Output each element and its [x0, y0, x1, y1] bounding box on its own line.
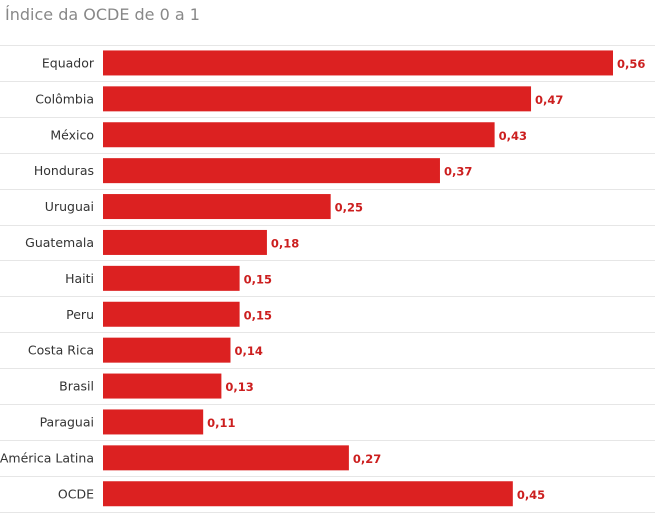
category-label: Costa Rica	[28, 343, 94, 358]
value-label: 0,15	[244, 308, 272, 322]
bar	[103, 158, 440, 184]
bar	[103, 194, 331, 220]
value-label: 0,11	[207, 416, 235, 430]
category-label: OCDE	[58, 486, 94, 501]
category-label: Honduras	[34, 163, 94, 178]
value-label: 0,14	[235, 344, 263, 358]
value-label: 0,18	[271, 236, 299, 250]
bar	[103, 445, 349, 471]
bar	[103, 86, 532, 112]
bars-layer	[103, 50, 613, 507]
labels-layer: Equador 0,56 Colômbia 0,47 México 0,43 Hondura…	[0, 55, 645, 501]
category-label: Colômbia	[35, 91, 94, 106]
value-label: 0,25	[335, 201, 363, 215]
value-label: 0,27	[353, 452, 381, 466]
category-label: Uruguai	[45, 199, 94, 214]
category-label: Brasil	[59, 379, 94, 394]
category-label: Haiti	[65, 271, 94, 286]
grid-layer	[0, 45, 655, 513]
bar	[103, 301, 240, 327]
value-label: 0,45	[517, 488, 545, 502]
bar	[103, 373, 222, 399]
bar	[103, 337, 231, 363]
value-label: 0,37	[444, 165, 472, 179]
category-label: Equador	[42, 55, 95, 70]
value-label: 0,13	[225, 380, 253, 394]
bar	[103, 409, 204, 435]
category-label: Paraguai	[40, 414, 94, 429]
value-label: 0,56	[617, 57, 645, 71]
bar	[103, 481, 513, 507]
bar	[103, 50, 613, 76]
bar	[103, 265, 240, 291]
category-label: Guatemala	[25, 235, 94, 250]
category-label: América Latina	[0, 450, 94, 465]
value-label: 0,15	[244, 272, 272, 286]
bar	[103, 229, 267, 255]
category-label: Peru	[66, 307, 94, 322]
value-label: 0,47	[535, 93, 563, 107]
category-label: México	[50, 127, 94, 142]
bar	[103, 122, 495, 148]
chart-title: Índice da OCDE de 0 a 1	[5, 5, 200, 24]
value-label: 0,43	[499, 129, 527, 143]
